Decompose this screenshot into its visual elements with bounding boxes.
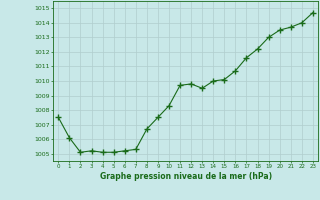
X-axis label: Graphe pression niveau de la mer (hPa): Graphe pression niveau de la mer (hPa) [100, 172, 272, 181]
